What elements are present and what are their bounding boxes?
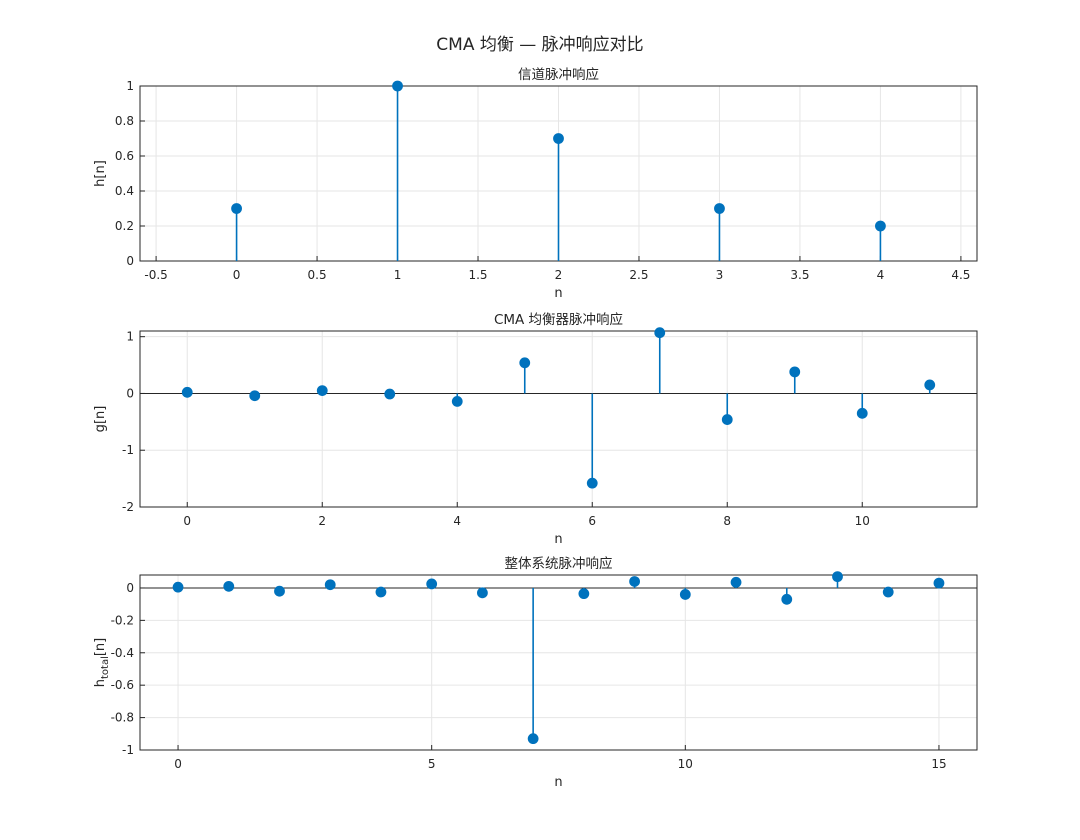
y-tick-label: 0 bbox=[126, 254, 134, 268]
subplot-2: 0 2 4 6 8 10 -2 -1 0 1 CMA 均衡器脉冲响应 n g[n] bbox=[93, 311, 978, 547]
x-tick-label: 2 bbox=[555, 268, 563, 282]
stem-marker bbox=[451, 395, 463, 407]
x-tick-label: 10 bbox=[678, 757, 693, 771]
subplot-3: 0 5 10 15 -1 -0.8 -0.6 -0.4 -0.2 0 整体系统脉冲响应 n htotal… bbox=[93, 555, 978, 790]
stem-marker bbox=[527, 733, 539, 745]
y-tick-label: -2 bbox=[122, 500, 134, 514]
stem-marker bbox=[832, 571, 843, 583]
x-tick-label: 1.5 bbox=[468, 268, 487, 282]
x-tick-label: 0.5 bbox=[308, 268, 327, 282]
y-axis-label: htotal[n] bbox=[93, 638, 111, 688]
stem-marker bbox=[553, 133, 564, 144]
stem-marker bbox=[586, 477, 598, 489]
stem-marker bbox=[730, 576, 742, 588]
subplot-title: CMA 均衡器脉冲响应 bbox=[494, 311, 623, 328]
x-axis-label: n bbox=[554, 775, 562, 790]
y-tick-label: 1 bbox=[126, 79, 134, 93]
stem-marker bbox=[789, 366, 801, 378]
stem-marker bbox=[882, 586, 894, 598]
x-axis-label: n bbox=[554, 532, 562, 547]
subplot-title: 信道脉冲响应 bbox=[518, 66, 599, 83]
stem-marker bbox=[654, 327, 666, 339]
stem-marker bbox=[249, 390, 261, 402]
y-axis-label-subscript: total bbox=[100, 656, 111, 679]
stem-marker bbox=[274, 585, 285, 597]
stem-marker bbox=[781, 593, 793, 605]
stem-marker bbox=[426, 578, 438, 590]
y-tick-label: -1 bbox=[122, 443, 134, 457]
stem-marker bbox=[384, 388, 396, 400]
y-tick-label: 0.6 bbox=[115, 149, 134, 163]
stem-marker bbox=[875, 220, 886, 232]
stem-marker bbox=[721, 414, 733, 425]
x-tick-label: 5 bbox=[428, 757, 436, 771]
y-tick-label: 0.8 bbox=[115, 114, 134, 128]
y-tick-label: 0.2 bbox=[115, 219, 134, 233]
stem-marker bbox=[519, 357, 531, 369]
axes-box bbox=[139, 330, 978, 508]
x-tick-label: 0 bbox=[233, 268, 241, 282]
stem-marker bbox=[223, 580, 235, 592]
y-tick-label: -0.4 bbox=[111, 646, 134, 660]
y-tick-label: 0 bbox=[126, 581, 134, 595]
y-tick-label: 1 bbox=[126, 330, 134, 344]
x-tick-label: 6 bbox=[588, 514, 596, 528]
x-tick-label: 2.5 bbox=[629, 268, 648, 282]
x-tick-label: 4 bbox=[453, 514, 461, 528]
y-tick-label: 0.4 bbox=[115, 184, 134, 198]
x-axis-label: n bbox=[554, 286, 562, 301]
x-tick-label: 10 bbox=[855, 514, 870, 528]
subplot-1: -0.5 0 0.5 1 1.5 2 2.5 3 3.5 4 4.5 0 0.2 0.4 0.6 0.8 1 信道… bbox=[93, 66, 978, 301]
plot-area bbox=[140, 575, 977, 750]
stem-marker bbox=[629, 576, 640, 587]
x-tick-label: -0.5 bbox=[144, 268, 167, 282]
y-axis-label: h[n] bbox=[93, 160, 108, 187]
subplot-title: 整体系统脉冲响应 bbox=[505, 555, 613, 572]
x-tick-label: 4 bbox=[877, 268, 885, 282]
figure-title: CMA 均衡 — 脉冲响应对比 bbox=[436, 35, 643, 55]
stem-marker bbox=[316, 385, 328, 397]
x-tick-label: 0 bbox=[183, 514, 191, 528]
x-tick-label: 2 bbox=[318, 514, 326, 528]
stem-marker bbox=[392, 80, 403, 92]
y-tick-label: 0 bbox=[126, 386, 134, 400]
stem-marker bbox=[714, 203, 725, 214]
axes-box bbox=[139, 574, 978, 751]
stem-marker bbox=[933, 577, 945, 589]
stem-marker bbox=[181, 386, 193, 398]
y-tick-label: -0.2 bbox=[111, 613, 134, 627]
x-tick-label: 4.5 bbox=[951, 268, 970, 282]
plot-area bbox=[140, 331, 977, 507]
y-tick-label: -0.6 bbox=[111, 678, 134, 692]
stem-marker bbox=[578, 588, 590, 600]
stem-marker bbox=[231, 203, 242, 214]
y-axis-label: g[n] bbox=[93, 406, 108, 433]
x-tick-label: 0 bbox=[174, 757, 182, 771]
x-tick-label: 8 bbox=[723, 514, 731, 528]
x-tick-label: 3.5 bbox=[790, 268, 809, 282]
x-tick-label: 15 bbox=[931, 757, 946, 771]
stem-marker bbox=[375, 586, 387, 598]
y-tick-label: -1 bbox=[122, 743, 134, 757]
stem-marker bbox=[324, 579, 336, 591]
x-tick-label: 3 bbox=[716, 268, 724, 282]
x-tick-label: 1 bbox=[394, 268, 402, 282]
stem-marker bbox=[679, 589, 691, 600]
subplots: -0.5 0 0.5 1 1.5 2 2.5 3 3.5 4 4.5 0 0.2 0.4 0.6 0.8 1 信道… bbox=[93, 66, 978, 790]
stem-marker bbox=[477, 587, 488, 599]
stem-marker bbox=[172, 581, 184, 593]
stem-marker bbox=[924, 379, 936, 391]
stem-marker bbox=[856, 407, 868, 419]
y-tick-label: -0.8 bbox=[111, 711, 134, 725]
